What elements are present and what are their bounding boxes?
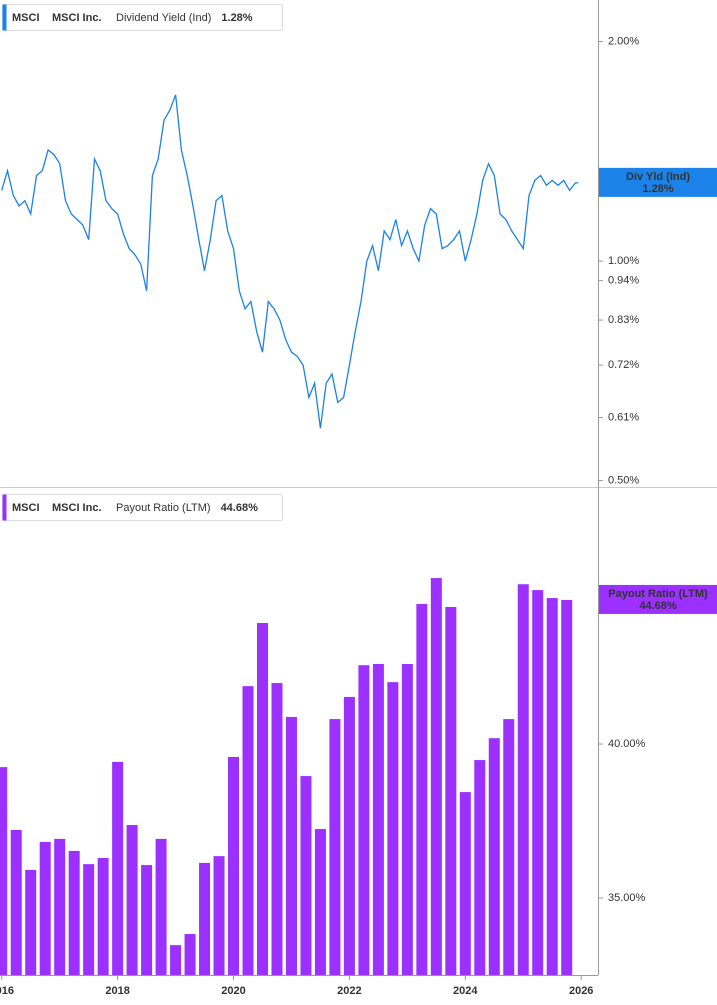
legend-series: Dividend Yield (Ind) — [116, 12, 211, 24]
x-tick-label: 2020 — [221, 985, 245, 997]
bar — [430, 578, 442, 975]
y-tick-label: 0.94% — [608, 275, 639, 287]
x-tick-label: 2022 — [337, 985, 361, 997]
bar — [503, 719, 515, 975]
bar — [285, 716, 297, 975]
legend-ticker: MSCI — [12, 12, 40, 24]
bar — [256, 623, 268, 975]
x-tick-label: 2018 — [105, 985, 129, 997]
last-value-label: 44.68% — [639, 600, 677, 612]
bar — [184, 934, 196, 975]
bar — [329, 719, 341, 975]
x-tick-label: 2024 — [453, 985, 478, 997]
bar — [387, 682, 399, 975]
bar — [445, 607, 457, 975]
bar — [112, 761, 124, 975]
bar — [10, 829, 22, 975]
bar — [126, 825, 138, 975]
bar — [358, 665, 370, 975]
y-tick-label: 0.72% — [608, 359, 639, 371]
y-tick-label: 0.50% — [608, 475, 639, 487]
y-tick-label: 0.61% — [608, 412, 639, 424]
legend-swatch — [2, 494, 7, 521]
legend-company: MSCI Inc. — [52, 12, 102, 24]
bar — [83, 864, 95, 975]
y-tick-label: 0.83% — [608, 314, 639, 326]
bar — [561, 599, 573, 975]
bar — [0, 767, 8, 975]
bar — [242, 686, 254, 975]
legend-value: 44.68% — [221, 502, 259, 514]
bar — [343, 696, 355, 975]
legend-swatch — [2, 4, 7, 31]
bar — [401, 663, 413, 975]
bar — [68, 850, 80, 975]
bar — [372, 663, 384, 975]
y-tick-label: 40.00% — [608, 738, 646, 750]
bar — [54, 838, 66, 975]
x-tick-label: 2016 — [0, 985, 14, 997]
legend-ticker: MSCI — [12, 502, 40, 514]
bar — [25, 869, 37, 975]
bar — [155, 838, 167, 975]
last-value-name: Div Yld (Ind) — [626, 171, 690, 183]
bar — [459, 792, 471, 975]
bar — [532, 590, 544, 975]
y-tick-label: 35.00% — [608, 892, 646, 904]
bar — [170, 945, 182, 975]
bar — [213, 856, 225, 975]
bar — [517, 584, 529, 975]
bar — [314, 829, 326, 975]
bar — [546, 598, 558, 975]
bar — [488, 738, 500, 975]
bar — [300, 776, 312, 975]
bar — [271, 683, 283, 975]
last-value-flag — [599, 584, 717, 614]
legend-company: MSCI Inc. — [52, 502, 102, 514]
bar — [199, 862, 211, 975]
bar — [228, 756, 240, 975]
legend-value: 1.28% — [221, 12, 252, 24]
last-value-flag — [599, 167, 717, 197]
bar — [141, 865, 153, 975]
legend-series: Payout Ratio (LTM) — [116, 502, 211, 514]
data-line — [1, 94, 579, 429]
bar — [97, 857, 109, 975]
bar — [416, 603, 428, 975]
y-tick-label: 1.00% — [608, 255, 639, 267]
bar — [39, 841, 51, 975]
last-value-name: Payout Ratio (LTM) — [608, 588, 708, 600]
y-tick-label: 2.00% — [608, 35, 639, 47]
x-tick-label: 2026 — [569, 985, 593, 997]
last-value-label: 1.28% — [642, 183, 673, 195]
bar — [474, 760, 486, 975]
